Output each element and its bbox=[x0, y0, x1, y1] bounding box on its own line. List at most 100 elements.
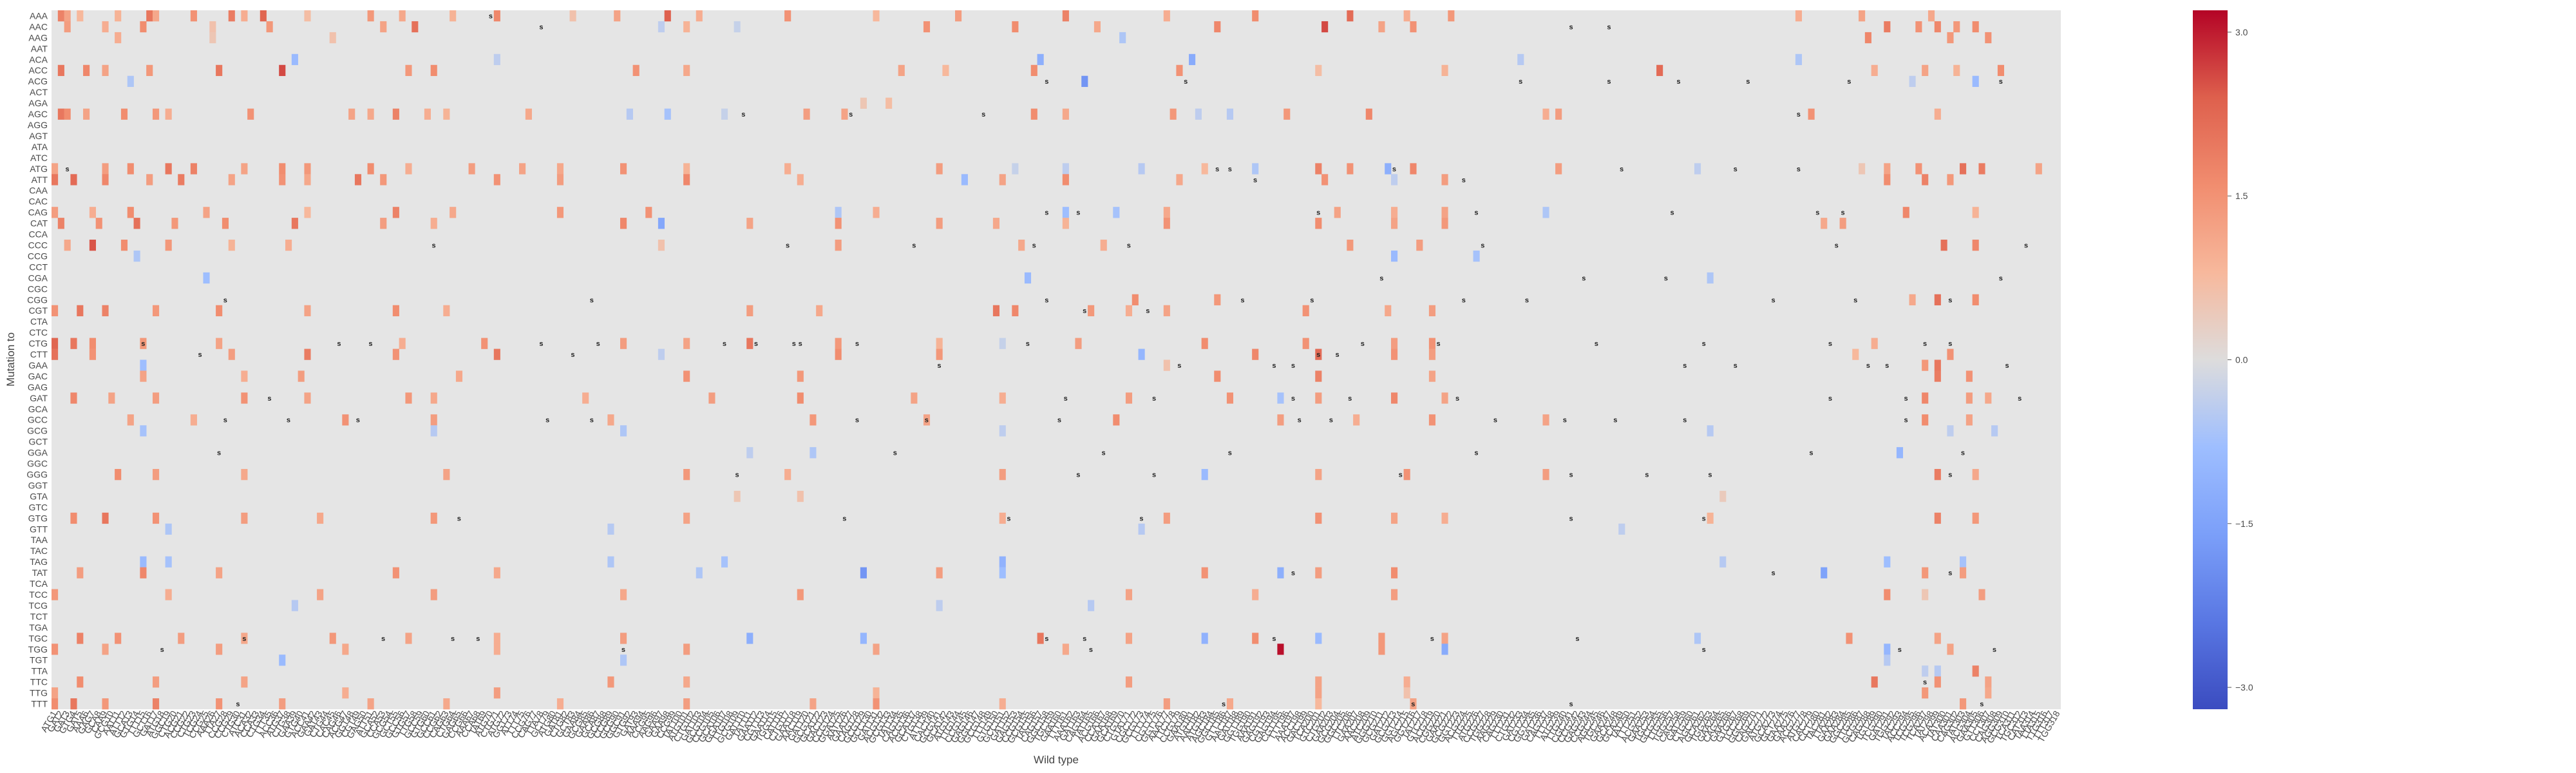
heatmap-cell bbox=[1315, 218, 1322, 229]
heatmap-cell bbox=[367, 108, 374, 120]
heatmap-cell bbox=[1846, 633, 1853, 644]
heatmap-cell bbox=[1978, 589, 1985, 600]
heatmap-cell bbox=[405, 633, 412, 644]
heatmap-cell bbox=[1947, 32, 1954, 44]
heatmap-cell bbox=[52, 207, 59, 218]
heatmap-cell bbox=[380, 21, 387, 33]
cell-marker: s bbox=[1828, 340, 1832, 348]
y-tick-label: TTT bbox=[31, 699, 48, 709]
heatmap-cell bbox=[1909, 75, 1916, 87]
heatmap-cell bbox=[1934, 370, 1941, 382]
cell-marker: s bbox=[1177, 362, 1181, 370]
heatmap-cell bbox=[1965, 414, 1973, 426]
heatmap-cell bbox=[178, 633, 185, 644]
heatmap-cell bbox=[64, 240, 71, 251]
heatmap-cell bbox=[152, 10, 160, 22]
heatmap-cell bbox=[1719, 490, 1727, 502]
heatmap-cell bbox=[1441, 218, 1448, 229]
heatmap-cell bbox=[493, 53, 500, 66]
heatmap-cell bbox=[873, 644, 880, 655]
cell-marker: s bbox=[1411, 701, 1415, 709]
heatmap-cell bbox=[1517, 53, 1524, 66]
heatmap-cell bbox=[797, 370, 804, 382]
cell-marker: s bbox=[1127, 242, 1131, 249]
cell-marker: s bbox=[1569, 701, 1573, 709]
cell-marker: s bbox=[1797, 166, 1801, 173]
heatmap-cell bbox=[1859, 10, 1866, 22]
heatmap-cell bbox=[190, 10, 197, 22]
cell-marker: s bbox=[1064, 395, 1068, 403]
heatmap-cell bbox=[241, 370, 248, 382]
heatmap-cell bbox=[841, 108, 848, 120]
heatmap-cell bbox=[1441, 633, 1448, 644]
heatmap-cell bbox=[620, 218, 627, 229]
heatmap-cell bbox=[1972, 469, 1979, 481]
heatmap-cell bbox=[1972, 512, 1979, 524]
heatmap-cell bbox=[70, 338, 77, 349]
heatmap-cell bbox=[1934, 294, 1941, 306]
heatmap-cell bbox=[1448, 10, 1455, 22]
cell-marker: s bbox=[1980, 701, 1984, 709]
cell-marker: s bbox=[1620, 166, 1624, 173]
heatmap-cell bbox=[77, 633, 84, 644]
y-tick-label: TTC bbox=[30, 677, 48, 687]
cell-marker: s bbox=[981, 111, 985, 119]
heatmap-cell bbox=[152, 305, 160, 316]
cell-marker: s bbox=[65, 166, 69, 173]
heatmap-cell bbox=[1201, 469, 1208, 481]
cell-marker: s bbox=[1563, 417, 1567, 425]
heatmap-cell bbox=[1922, 392, 1929, 404]
heatmap-cell bbox=[1391, 567, 1398, 578]
y-tick-label: ATC bbox=[30, 153, 48, 163]
heatmap-cell bbox=[165, 108, 172, 120]
cell-marker: s bbox=[1607, 78, 1611, 86]
heatmap-cell bbox=[493, 567, 500, 578]
cell-marker: s bbox=[937, 362, 941, 370]
heatmap-cell bbox=[1378, 21, 1385, 33]
cell-marker: s bbox=[1083, 307, 1086, 315]
heatmap-cell bbox=[1808, 108, 1815, 120]
heatmap-cell bbox=[443, 469, 450, 481]
heatmap-cell bbox=[1656, 64, 1663, 77]
y-tick-label: AGC bbox=[28, 109, 48, 119]
cell-marker: s bbox=[1045, 209, 1048, 217]
cell-marker: s bbox=[723, 340, 726, 348]
heatmap-cell bbox=[1315, 469, 1322, 481]
heatmap-cell bbox=[1012, 305, 1019, 316]
heatmap-cell bbox=[607, 414, 614, 426]
heatmap-cell bbox=[380, 174, 387, 186]
heatmap-cell bbox=[835, 348, 842, 360]
heatmap-cell bbox=[1922, 359, 1929, 371]
heatmap-cell bbox=[1934, 665, 1941, 677]
cell-marker: s bbox=[1923, 340, 1927, 348]
heatmap-cell bbox=[260, 10, 267, 22]
heatmap-cell bbox=[999, 425, 1006, 437]
heatmap-cell bbox=[493, 687, 500, 699]
cell-marker: s bbox=[1702, 515, 1706, 522]
heatmap-cell bbox=[683, 174, 690, 186]
cell-marker: s bbox=[1462, 177, 1466, 184]
heatmap-cell bbox=[2035, 163, 2042, 175]
heatmap-cell bbox=[556, 174, 564, 186]
heatmap-cell bbox=[1062, 207, 1069, 218]
heatmap-cell bbox=[424, 108, 431, 120]
heatmap-cell bbox=[1821, 567, 1828, 578]
heatmap-cell bbox=[89, 348, 96, 360]
y-tick-label: TAT bbox=[32, 568, 48, 578]
heatmap-cell bbox=[228, 348, 235, 360]
heatmap-cell bbox=[52, 698, 59, 710]
heatmap-cell bbox=[108, 392, 115, 404]
cell-marker: s bbox=[1607, 23, 1611, 31]
heatmap-cell bbox=[430, 425, 437, 437]
cell-marker: s bbox=[842, 515, 846, 522]
heatmap-cell bbox=[1391, 218, 1398, 229]
heatmap-cell bbox=[1062, 644, 1069, 655]
heatmap-cell bbox=[52, 338, 59, 349]
heatmap-cell bbox=[1947, 425, 1954, 437]
heatmap-cell bbox=[1119, 32, 1126, 44]
cell-marker: s bbox=[590, 296, 594, 304]
heatmap-cell bbox=[1934, 512, 1941, 524]
y-tick-label: TCC bbox=[29, 589, 48, 600]
heatmap-cell bbox=[127, 163, 134, 175]
heatmap-cell bbox=[961, 174, 968, 186]
